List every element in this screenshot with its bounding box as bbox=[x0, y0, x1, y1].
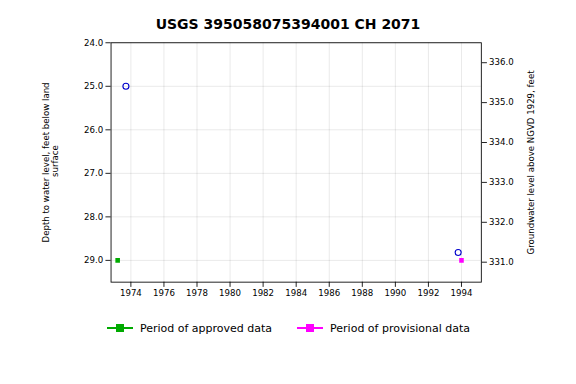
svg-text:27.0: 27.0 bbox=[84, 168, 103, 178]
html-text:Period of provisional data: Period of provisional data bbox=[330, 321, 471, 335]
svg-text:1980: 1980 bbox=[219, 288, 241, 298]
svg-text:1986: 1986 bbox=[318, 288, 340, 298]
svg-text:1978: 1978 bbox=[186, 288, 208, 298]
svg-text:28.0: 28.0 bbox=[84, 212, 103, 222]
svg-text:1992: 1992 bbox=[417, 288, 439, 298]
svg-text:1994: 1994 bbox=[451, 288, 473, 298]
svg-text:Depth to water level, feet bel: Depth to water level, feet below land su… bbox=[41, 82, 60, 242]
svg-text:331.0: 331.0 bbox=[489, 257, 514, 267]
svg-text:1976: 1976 bbox=[153, 288, 175, 298]
svg-text:332.0: 332.0 bbox=[489, 217, 514, 227]
svg-text:1988: 1988 bbox=[351, 288, 373, 298]
svg-text:1982: 1982 bbox=[252, 288, 274, 298]
svg-text:26.0: 26.0 bbox=[84, 125, 103, 135]
svg-text:Groundwater level above NGVD 1: Groundwater level above NGVD 1929, feet bbox=[526, 70, 536, 255]
svg-text:1990: 1990 bbox=[384, 288, 406, 298]
svg-text:25.0: 25.0 bbox=[84, 81, 103, 91]
svg-text:334.0: 334.0 bbox=[489, 137, 514, 147]
svg-text:29.0: 29.0 bbox=[84, 255, 103, 265]
svg-text:336.0: 336.0 bbox=[489, 57, 514, 67]
html-text:USGS 395058075394001 CH 2071: USGS 395058075394001 CH 2071 bbox=[155, 16, 421, 32]
svg-text:335.0: 335.0 bbox=[489, 97, 514, 107]
svg-text:333.0: 333.0 bbox=[489, 177, 514, 187]
html-text:Period of approved data: Period of approved data bbox=[139, 321, 273, 335]
svg-text:24.0: 24.0 bbox=[84, 38, 103, 48]
svg-text:1974: 1974 bbox=[120, 288, 142, 298]
svg-text:1984: 1984 bbox=[285, 288, 307, 298]
